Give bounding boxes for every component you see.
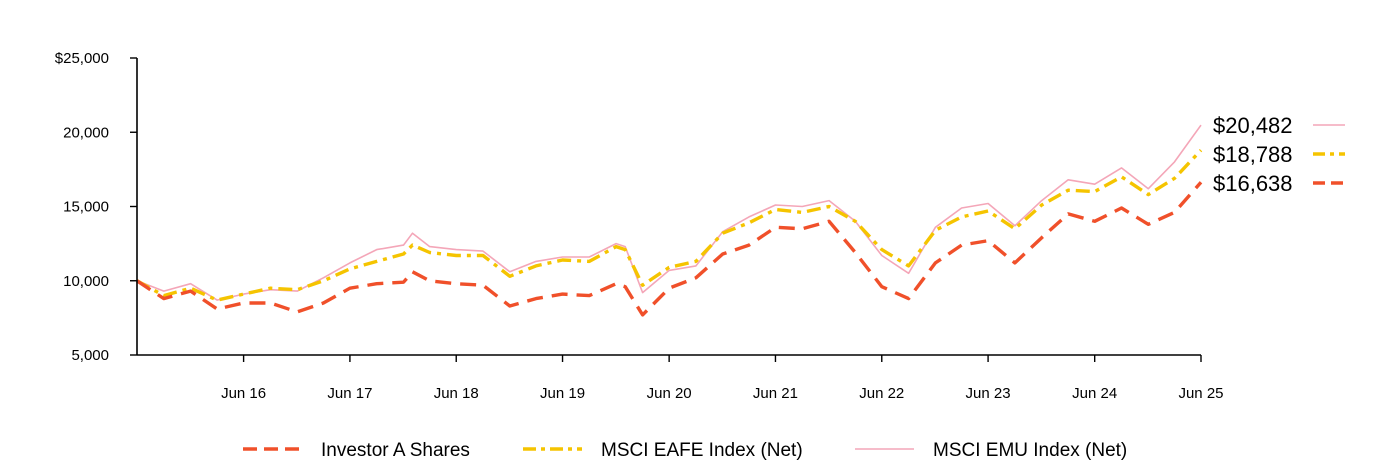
end-value-label: $16,638 [1213,171,1293,196]
series-layer [136,124,1203,317]
x-tick-label: Jun 20 [647,385,692,402]
y-axis-ticks: 5,000 10,000 15,000 20,000 $25,000 [55,50,137,364]
y-tick-label: 10,000 [63,273,109,290]
x-axis-ticks: Jun 16 Jun 17 Jun 18 Jun 19 Jun 20 Jun 21 Jun … [221,355,1224,402]
x-tick-label: Jun 19 [540,385,585,402]
x-tick-label: Jun 22 [859,385,904,402]
end-labels: $20,482 $18,788 $16,638 [1213,113,1345,196]
y-tick-label: 5,000 [71,347,109,364]
legend-label: Investor A Shares [321,440,470,461]
series-line-2 [136,181,1203,317]
x-tick-label: Jun 21 [753,385,798,402]
x-tick-label: Jun 18 [434,385,479,402]
y-tick-label: 20,000 [63,124,109,141]
legend: Investor A Shares MSCI EAFE Index (Net) MS… [243,440,1127,461]
legend-label: MSCI EMU Index (Net) [933,440,1127,461]
x-tick-label: Jun 25 [1178,385,1223,402]
y-tick-label: $25,000 [55,50,109,67]
series-line-0 [136,124,1202,301]
x-tick-label: Jun 23 [966,385,1011,402]
x-tick-label: Jun 24 [1072,385,1117,402]
x-tick-label: Jun 17 [327,385,372,402]
end-value-label: $18,788 [1213,142,1293,167]
end-value-label: $20,482 [1213,113,1293,138]
x-tick-label: Jun 16 [221,385,266,402]
axes [136,58,1201,356]
y-tick-label: 15,000 [63,199,109,216]
legend-label: MSCI EAFE Index (Net) [601,440,803,461]
series-line-1 [136,149,1203,302]
